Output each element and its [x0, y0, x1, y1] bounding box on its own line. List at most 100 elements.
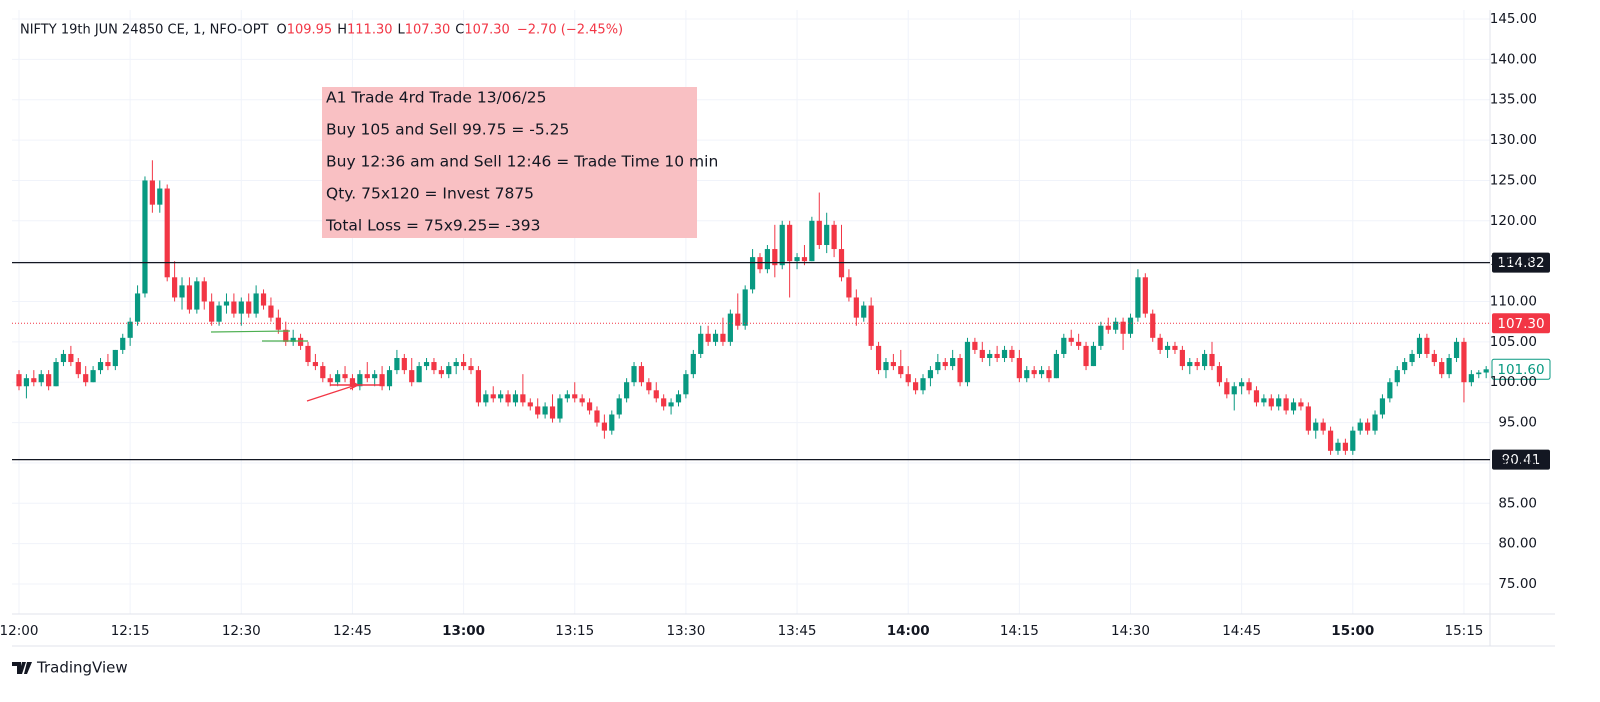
candle-body	[1409, 353, 1415, 363]
candle-body	[1431, 353, 1437, 363]
ohlc-key: C	[455, 23, 464, 38]
x-tick-label: 12:00	[0, 623, 38, 639]
candle-body	[134, 293, 141, 322]
x-tick-label: 14:45	[1222, 623, 1261, 639]
candle-body	[1068, 337, 1074, 342]
candle-body	[164, 188, 170, 278]
candle-body	[90, 370, 96, 383]
candle-body	[794, 257, 800, 262]
candle-body	[1453, 341, 1460, 359]
candle-body	[913, 382, 919, 391]
candle-body	[535, 406, 541, 415]
candle-body	[172, 277, 178, 298]
annotation-line: A1 Trade 4rd Trade 13/06/25	[326, 89, 546, 107]
candle-body	[957, 358, 963, 383]
candle-body	[564, 394, 570, 399]
ohlc-value: 111.30	[347, 23, 393, 38]
candle-body	[68, 353, 74, 363]
candle-body	[987, 353, 993, 359]
y-tick-label: 100.00	[1490, 374, 1537, 390]
ohlc-key: L	[398, 23, 406, 38]
candle-body	[1001, 349, 1008, 359]
candle-body	[927, 370, 934, 379]
candle-body	[994, 353, 1000, 359]
candle-body	[431, 362, 437, 371]
candle-body	[186, 285, 193, 310]
y-tick-label: 80.00	[1498, 536, 1537, 552]
candle-body	[1194, 362, 1200, 367]
candle-body	[1313, 422, 1319, 431]
candle-body	[305, 345, 311, 363]
price-label-bg	[1492, 252, 1550, 273]
candle-body	[638, 366, 645, 383]
candle-body	[816, 220, 822, 246]
y-tick-label: 135.00	[1490, 92, 1537, 108]
candle-body	[201, 281, 207, 302]
candle-body	[46, 374, 52, 387]
candle-body	[16, 374, 22, 387]
candle-body	[1024, 370, 1030, 379]
x-tick-label: 13:15	[555, 623, 594, 639]
candle-body	[705, 333, 711, 342]
candle-body	[1253, 390, 1260, 403]
candle-body	[1127, 317, 1134, 334]
candle-body	[1187, 362, 1193, 367]
candle-body	[1016, 358, 1022, 379]
candle-body	[357, 374, 363, 387]
candle-body	[1439, 362, 1445, 375]
candle-body	[972, 341, 978, 350]
x-tick-label: 14:15	[1000, 623, 1039, 639]
candle-body	[386, 370, 393, 387]
candle-body	[1142, 277, 1148, 314]
candle-body	[787, 224, 793, 262]
candle-body	[475, 370, 482, 403]
candle-body	[1150, 313, 1156, 338]
candle-body	[861, 305, 867, 318]
candle-body	[1424, 337, 1430, 354]
candle-body	[824, 224, 830, 246]
candle-body	[253, 293, 259, 314]
y-tick-label: 140.00	[1490, 51, 1537, 67]
candle-body	[742, 289, 748, 326]
candle-body	[1261, 398, 1267, 403]
candle-body	[661, 398, 667, 407]
candle-body	[1327, 430, 1334, 451]
candle-body	[1298, 402, 1304, 407]
candle-body	[498, 394, 504, 399]
candle-body	[1216, 366, 1223, 383]
candle-body	[416, 366, 422, 383]
candle-body	[1202, 353, 1208, 367]
candle-body	[342, 374, 348, 379]
y-tick-label: 75.00	[1498, 576, 1537, 592]
drawing-arrowhead	[349, 380, 360, 390]
candle-body	[1231, 386, 1237, 395]
price-label: 107.30	[1497, 316, 1544, 332]
candle-body	[1476, 372, 1482, 375]
candle-body	[527, 402, 533, 407]
candle-body	[1276, 398, 1282, 407]
y-tick-label: 145.00	[1490, 11, 1537, 27]
candle-body	[905, 374, 911, 383]
candle-body	[223, 301, 230, 306]
candle-body	[127, 321, 133, 338]
legend-header: NIFTY 19th JUN 24850 CE, 1, NFO-OPT O 109.…	[20, 23, 623, 38]
y-tick-label: 125.00	[1490, 172, 1537, 188]
candle-body	[120, 337, 126, 350]
candle-body	[772, 249, 778, 266]
candle-body	[890, 362, 896, 367]
candle-body	[1061, 337, 1067, 354]
candle-body	[1268, 398, 1274, 407]
ohlc-value: 109.95	[287, 23, 333, 38]
y-tick-label: 115.00	[1490, 253, 1537, 269]
candle-body	[1283, 398, 1289, 411]
brand: TradingView	[12, 659, 128, 677]
ohlc-key: H	[337, 23, 347, 38]
candle-body	[216, 305, 222, 322]
candle-body	[1098, 325, 1104, 346]
price-label: 114.82	[1497, 255, 1544, 271]
candle-body	[209, 301, 215, 322]
candle-body	[1461, 341, 1467, 383]
candle-body	[142, 180, 148, 294]
candle-body	[883, 362, 889, 371]
candle-body	[631, 366, 637, 383]
